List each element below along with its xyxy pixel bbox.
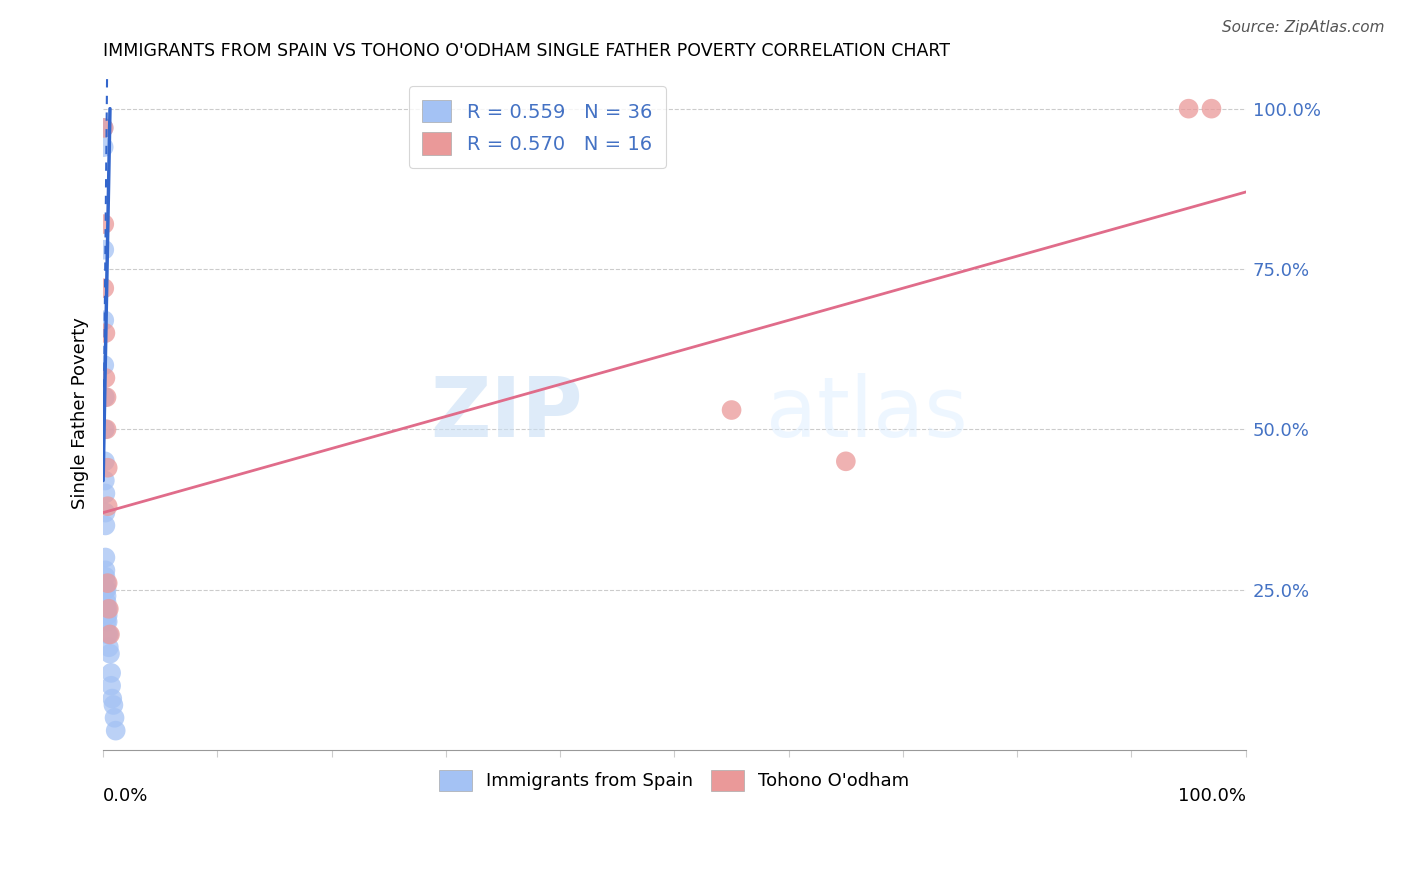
Point [97,608,120,623]
Point [97,627,120,641]
Point [98,647,121,661]
Point [94,326,117,340]
Point [97,576,120,591]
Point [94,486,117,500]
Point [94,570,117,584]
Point [94,474,117,488]
Point [93,120,115,135]
Point [97,627,120,641]
Text: 0.0%: 0.0% [103,787,149,805]
Point [97,499,120,513]
Point [100,679,122,693]
Point [103,711,125,725]
Point [93,358,115,372]
Point [94,518,117,533]
Point [94,422,117,436]
Point [96,576,118,591]
Point [96,615,118,629]
Point [835,454,858,468]
Point [94,454,117,468]
Point [93,243,115,257]
Point [720,403,742,417]
Point [97,602,120,616]
Point [93,217,115,231]
Point [101,691,124,706]
Point [97,460,120,475]
Text: ZIP: ZIP [430,373,583,454]
Legend: R = 0.559   N = 36, R = 0.570   N = 16: R = 0.559 N = 36, R = 0.570 N = 16 [409,87,666,169]
Point [94,582,117,597]
Y-axis label: Single Father Poverty: Single Father Poverty [72,318,89,509]
Point [103,698,125,712]
Point [96,595,118,609]
Point [97,640,120,655]
Point [94,371,117,385]
Point [1177,102,1199,116]
Point [93,120,115,135]
Point [1201,102,1223,116]
Point [96,589,118,603]
Point [96,390,118,404]
Point [100,665,122,680]
Text: 100.0%: 100.0% [1178,787,1246,805]
Point [93,140,115,154]
Text: IMMIGRANTS FROM SPAIN VS TOHONO O'ODHAM SINGLE FATHER POVERTY CORRELATION CHART: IMMIGRANTS FROM SPAIN VS TOHONO O'ODHAM … [103,42,950,60]
Point [94,550,117,565]
Point [98,627,121,641]
Point [96,602,118,616]
Point [104,723,127,738]
Point [94,390,117,404]
Point [94,506,117,520]
Point [96,608,118,623]
Text: Source: ZipAtlas.com: Source: ZipAtlas.com [1222,20,1385,35]
Point [96,582,118,597]
Point [93,313,115,327]
Point [97,615,120,629]
Point [93,281,115,295]
Point [97,602,120,616]
Point [94,563,117,577]
Text: atlas: atlas [766,373,967,454]
Point [96,422,118,436]
